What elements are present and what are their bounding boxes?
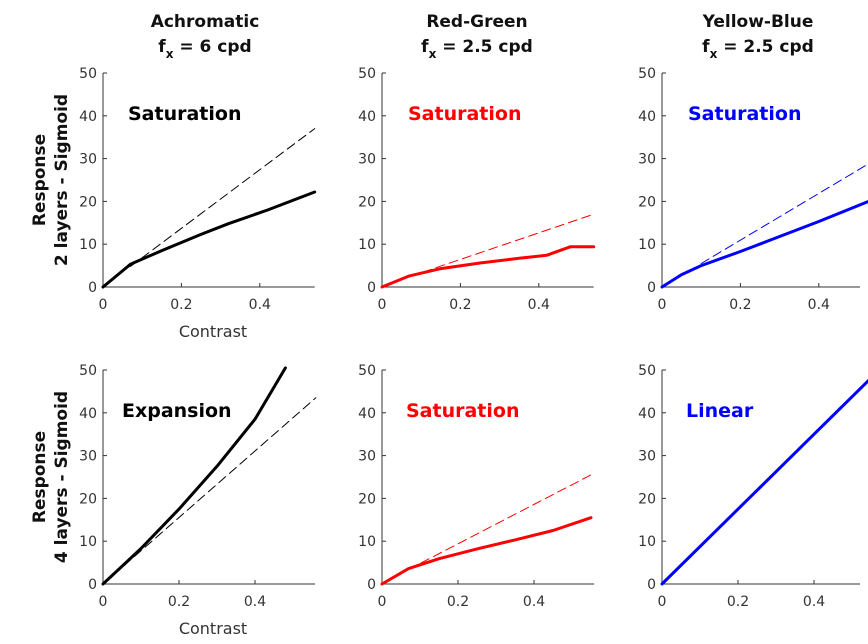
- response-curve: [380, 516, 593, 586]
- y-tick-label: 30: [79, 449, 97, 465]
- panel-annotation: Expansion: [122, 400, 232, 422]
- response-curve: [101, 366, 287, 586]
- panel-annotation: Linear: [686, 400, 754, 422]
- linear-reference-line: [408, 213, 595, 278]
- response-curve: [101, 190, 317, 289]
- y-tick-label: 30: [358, 152, 376, 168]
- x-tick-label: 0.4: [244, 594, 266, 610]
- row-label-line1: Response: [30, 431, 50, 523]
- x-tick-label: 0.2: [447, 594, 469, 610]
- linear-reference-line: [129, 128, 316, 267]
- panel-annotation: Saturation: [408, 103, 521, 125]
- y-tick-label: 0: [88, 280, 97, 296]
- y-tick-label: 40: [358, 406, 376, 422]
- y-tick-label: 30: [638, 152, 656, 168]
- column-title-line2: fx = 6 cpd: [158, 37, 251, 61]
- y-tick-label: 20: [638, 194, 656, 210]
- y-tick-label: 0: [88, 577, 97, 593]
- x-tick-label: 0.2: [449, 297, 471, 313]
- y-tick-label: 10: [358, 237, 376, 253]
- row-label-line2: 2 layers - Sigmoid: [52, 94, 72, 266]
- panel-annotation: Saturation: [406, 400, 519, 422]
- response-curve: [380, 245, 596, 289]
- y-tick-label: 20: [79, 194, 97, 210]
- column-title-yellow-blue: Yellow-Blue fx = 2.5 cpd: [702, 12, 814, 61]
- column-title-line2: fx = 2.5 cpd: [421, 37, 533, 61]
- x-tick-label: 0: [378, 594, 387, 610]
- x-tick-label: 0.2: [170, 297, 192, 313]
- y-tick-label: 10: [79, 534, 97, 550]
- x-tick-label: 0: [99, 594, 108, 610]
- y-tick-label: 50: [638, 363, 656, 379]
- row-label-line2: 4 layers - Sigmoid: [52, 391, 72, 563]
- y-tick-label: 50: [79, 363, 97, 379]
- y-tick-label: 20: [79, 491, 97, 507]
- linear-reference-line: [700, 163, 868, 264]
- x-tick-label: 0: [378, 297, 387, 313]
- x-tick-label: 0: [99, 297, 108, 313]
- panel-1-2: 0 10 20 30 40 50 0 0.2 0.4 Linear: [638, 363, 868, 610]
- panel-annotation: Saturation: [688, 103, 801, 125]
- y-tick-label: 50: [79, 66, 97, 82]
- column-title-achromatic: Achromatic fx = 6 cpd: [151, 12, 260, 61]
- x-tick-label: 0.4: [523, 594, 545, 610]
- y-tick-label: 20: [638, 491, 656, 507]
- linear-reference-line: [408, 474, 592, 570]
- panel-annotation: Saturation: [128, 103, 241, 125]
- panel-1-1: 0 10 20 30 40 50 0 0.2 0.4 Saturation: [358, 363, 594, 610]
- y-tick-label: 50: [358, 66, 376, 82]
- x-tick-label: 0.4: [803, 594, 825, 610]
- x-axis-label: Contrast: [179, 322, 247, 341]
- x-tick-label: 0: [658, 297, 667, 313]
- panels: 0 10 20 30 40 50 0 0.2 0.4 Saturation Contrast 0 10 2…: [79, 66, 868, 638]
- y-tick-label: 50: [358, 363, 376, 379]
- panel-1-0: 0 10 20 30 40 50 0 0.2 0.4 Expansion Contrast: [79, 363, 317, 638]
- column-title-line1: Red-Green: [426, 12, 527, 32]
- y-tick-label: 0: [647, 280, 656, 296]
- y-tick-label: 10: [79, 237, 97, 253]
- y-tick-label: 10: [358, 534, 376, 550]
- column-title-line1: Achromatic: [151, 12, 260, 32]
- y-tick-label: 0: [367, 577, 376, 593]
- x-tick-label: 0.4: [528, 297, 550, 313]
- x-axis-label: Contrast: [179, 619, 247, 638]
- y-tick-label: 40: [358, 109, 376, 125]
- y-tick-label: 40: [638, 109, 656, 125]
- y-tick-label: 0: [647, 577, 656, 593]
- y-tick-label: 50: [638, 66, 656, 82]
- x-tick-label: 0.2: [729, 297, 751, 313]
- y-tick-label: 10: [638, 534, 656, 550]
- row-label-line1: Response: [30, 134, 50, 226]
- x-tick-label: 0: [658, 594, 667, 610]
- x-tick-label: 0.2: [727, 594, 749, 610]
- y-tick-label: 20: [358, 491, 376, 507]
- y-tick-label: 40: [79, 109, 97, 125]
- panel-0-1: 0 10 20 30 40 50 0 0.2 0.4 Saturation: [358, 66, 596, 313]
- column-title-red-green: Red-Green fx = 2.5 cpd: [421, 12, 533, 61]
- y-tick-label: 30: [358, 449, 376, 465]
- panel-0-2: 0 10 20 30 40 50 0 0.2 0.4 Saturation: [638, 66, 868, 313]
- y-tick-label: 30: [638, 449, 656, 465]
- linear-reference-line: [102, 397, 317, 585]
- x-tick-label: 0.2: [168, 594, 190, 610]
- row-label-2-layers: Response 2 layers - Sigmoid: [30, 94, 72, 266]
- response-curve: [660, 199, 868, 289]
- panel-0-0: 0 10 20 30 40 50 0 0.2 0.4 Saturation Contrast: [79, 66, 317, 341]
- y-tick-label: 30: [79, 152, 97, 168]
- x-tick-label: 0.4: [808, 297, 830, 313]
- x-tick-label: 0.4: [249, 297, 271, 313]
- y-tick-label: 40: [638, 406, 656, 422]
- column-title-line2: fx = 2.5 cpd: [702, 37, 814, 61]
- y-tick-label: 20: [358, 194, 376, 210]
- column-title-line1: Yellow-Blue: [702, 12, 814, 32]
- linear-reference-line: [661, 380, 868, 585]
- y-tick-label: 0: [367, 280, 376, 296]
- row-label-4-layers: Response 4 layers - Sigmoid: [30, 391, 72, 563]
- y-tick-label: 10: [638, 237, 656, 253]
- y-tick-label: 40: [79, 406, 97, 422]
